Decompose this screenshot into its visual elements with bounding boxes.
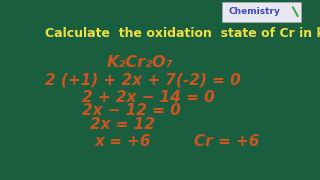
- Text: K₂Cr₂O₇: K₂Cr₂O₇: [107, 55, 173, 70]
- Text: 2x = 12: 2x = 12: [90, 117, 155, 132]
- FancyBboxPatch shape: [222, 2, 301, 22]
- Text: 2 + 2x − 14 = 0: 2 + 2x − 14 = 0: [82, 89, 215, 105]
- Text: 2 (+1) + 2x + 7(-2) = 0: 2 (+1) + 2x + 7(-2) = 0: [45, 73, 241, 88]
- Text: 2x − 12 = 0: 2x − 12 = 0: [82, 103, 181, 118]
- Text: Calculate  the oxidation  state of Cr in k₂Cr₂O₇.: Calculate the oxidation state of Cr in k…: [45, 27, 320, 40]
- Text: x = +6: x = +6: [95, 134, 151, 149]
- Text: Chemistry: Chemistry: [229, 7, 281, 16]
- Text: Cr = +6: Cr = +6: [194, 134, 259, 149]
